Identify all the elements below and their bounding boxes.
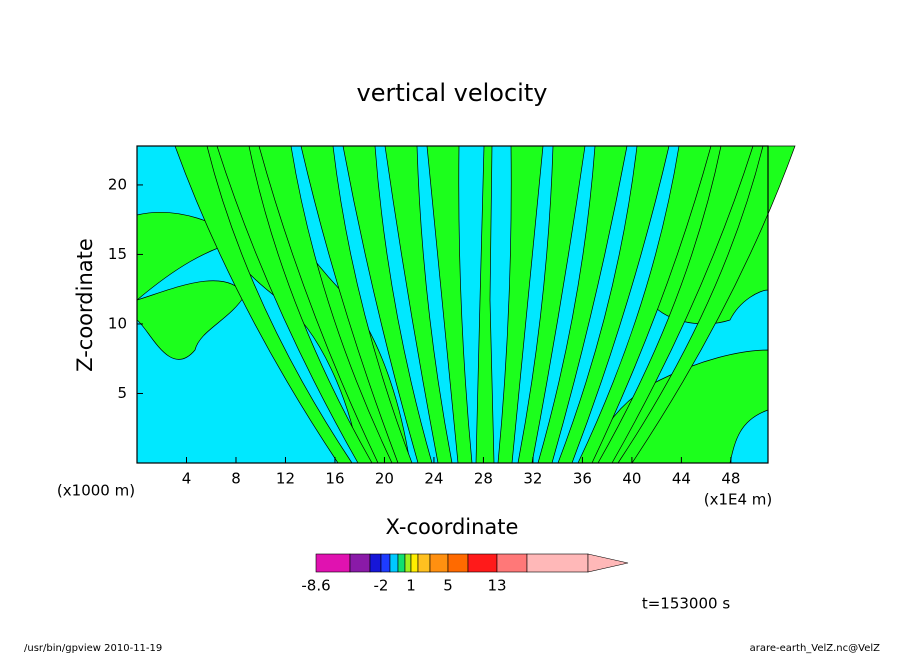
- colorbar-box: [429, 553, 449, 573]
- field-region: [136, 280, 246, 360]
- colorbar-label: 13: [487, 577, 506, 595]
- x-tick-label: 8: [231, 470, 241, 488]
- colorbar-box: [397, 553, 406, 573]
- y-tick-label: 5: [117, 384, 127, 402]
- field-band: [617, 145, 796, 464]
- y-unit: (x1000 m): [57, 482, 135, 500]
- colorbar-label: -8.6: [301, 577, 330, 595]
- x-tick-label: 44: [672, 470, 691, 488]
- colorbar-box: [526, 553, 589, 573]
- x-tick-label: 28: [474, 470, 493, 488]
- x-tick-label: 32: [523, 470, 542, 488]
- footer-right: arare-earth_VelZ.nc@VelZ: [750, 643, 881, 654]
- colorbar-box: [410, 553, 419, 573]
- contour-field: [136, 145, 796, 464]
- y-tick-label: 20: [108, 175, 127, 193]
- colorbar-box: [447, 553, 469, 573]
- colorbar-box: [404, 553, 412, 573]
- plot-frame: [136, 145, 769, 464]
- time-label: t=153000 s: [642, 595, 730, 613]
- x-unit: (x1E4 m): [704, 491, 773, 509]
- x-tick-label: 16: [325, 470, 344, 488]
- colorbar-label: 5: [443, 577, 453, 595]
- y-axis-label: Z-coordinate: [73, 238, 97, 372]
- x-tick-label: 40: [622, 470, 641, 488]
- colorbar-box: [496, 553, 528, 573]
- x-tick-label: 36: [573, 470, 592, 488]
- footer-left: /usr/bin/gpview 2010-11-19: [24, 643, 162, 654]
- field-region: [589, 349, 769, 464]
- x-axis-label: X-coordinate: [386, 515, 519, 539]
- colorbar-box: [369, 553, 382, 573]
- colorbar-label: 1: [406, 577, 416, 595]
- x-tick-label: 48: [721, 470, 740, 488]
- colorbar-box: [349, 553, 371, 573]
- colorbar-box: [467, 553, 498, 573]
- colorbar-box: [315, 553, 351, 573]
- colorbar-box: [389, 553, 399, 573]
- x-tick-label: 20: [375, 470, 394, 488]
- x-tick-label: 4: [182, 470, 192, 488]
- colorbar-extension: [587, 553, 629, 573]
- chart-title: vertical velocity: [357, 79, 548, 107]
- colorbar-box: [380, 553, 391, 573]
- colorbar-box: [417, 553, 431, 573]
- y-tick-label: 15: [108, 245, 127, 263]
- x-tick-label: 12: [276, 470, 295, 488]
- colorbar-label: -2: [374, 577, 389, 595]
- y-tick-label: 10: [108, 314, 127, 332]
- x-tick-label: 24: [424, 470, 443, 488]
